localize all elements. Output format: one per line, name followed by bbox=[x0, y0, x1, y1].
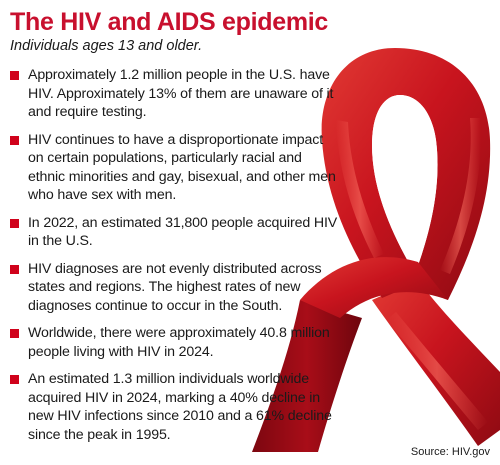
list-item: In 2022, an estimated 31,800 people acqu… bbox=[10, 214, 340, 251]
bullet-text: Worldwide, there were approximately 40.8… bbox=[28, 325, 330, 360]
page-title: The HIV and AIDS epidemic bbox=[10, 8, 329, 36]
infographic-content: The HIV and AIDS epidemic Individuals ag… bbox=[10, 8, 340, 453]
square-bullet-icon bbox=[10, 264, 19, 274]
bullet-text: In 2022, an estimated 31,800 people acqu… bbox=[28, 214, 338, 250]
bullet-text: Approximately 1.2 million people in the … bbox=[28, 67, 334, 120]
bullet-text: HIV continues to have a disproportionate… bbox=[28, 131, 336, 204]
list-item: HIV continues to have a disproportionate… bbox=[10, 131, 340, 205]
list-item: Approximately 1.2 million people in the … bbox=[10, 66, 340, 122]
square-bullet-icon bbox=[10, 135, 19, 145]
source-credit: Source: HIV.gov bbox=[410, 446, 490, 458]
square-bullet-icon bbox=[10, 375, 19, 384]
square-bullet-icon bbox=[10, 71, 19, 80]
list-item: An estimated 1.3 million individuals wor… bbox=[10, 370, 340, 444]
list-item: Worldwide, there were approximately 40.8… bbox=[10, 324, 340, 361]
bullet-text: An estimated 1.3 million individuals wor… bbox=[28, 371, 332, 443]
square-bullet-icon bbox=[10, 218, 19, 228]
bullet-text: HIV diagnoses are not evenly distributed… bbox=[28, 260, 322, 314]
facts-list: Approximately 1.2 million people in the … bbox=[10, 66, 340, 444]
square-bullet-icon bbox=[10, 329, 19, 338]
list-item: HIV diagnoses are not evenly distributed… bbox=[10, 260, 340, 316]
page-subtitle: Individuals ages 13 and older. bbox=[10, 38, 203, 54]
